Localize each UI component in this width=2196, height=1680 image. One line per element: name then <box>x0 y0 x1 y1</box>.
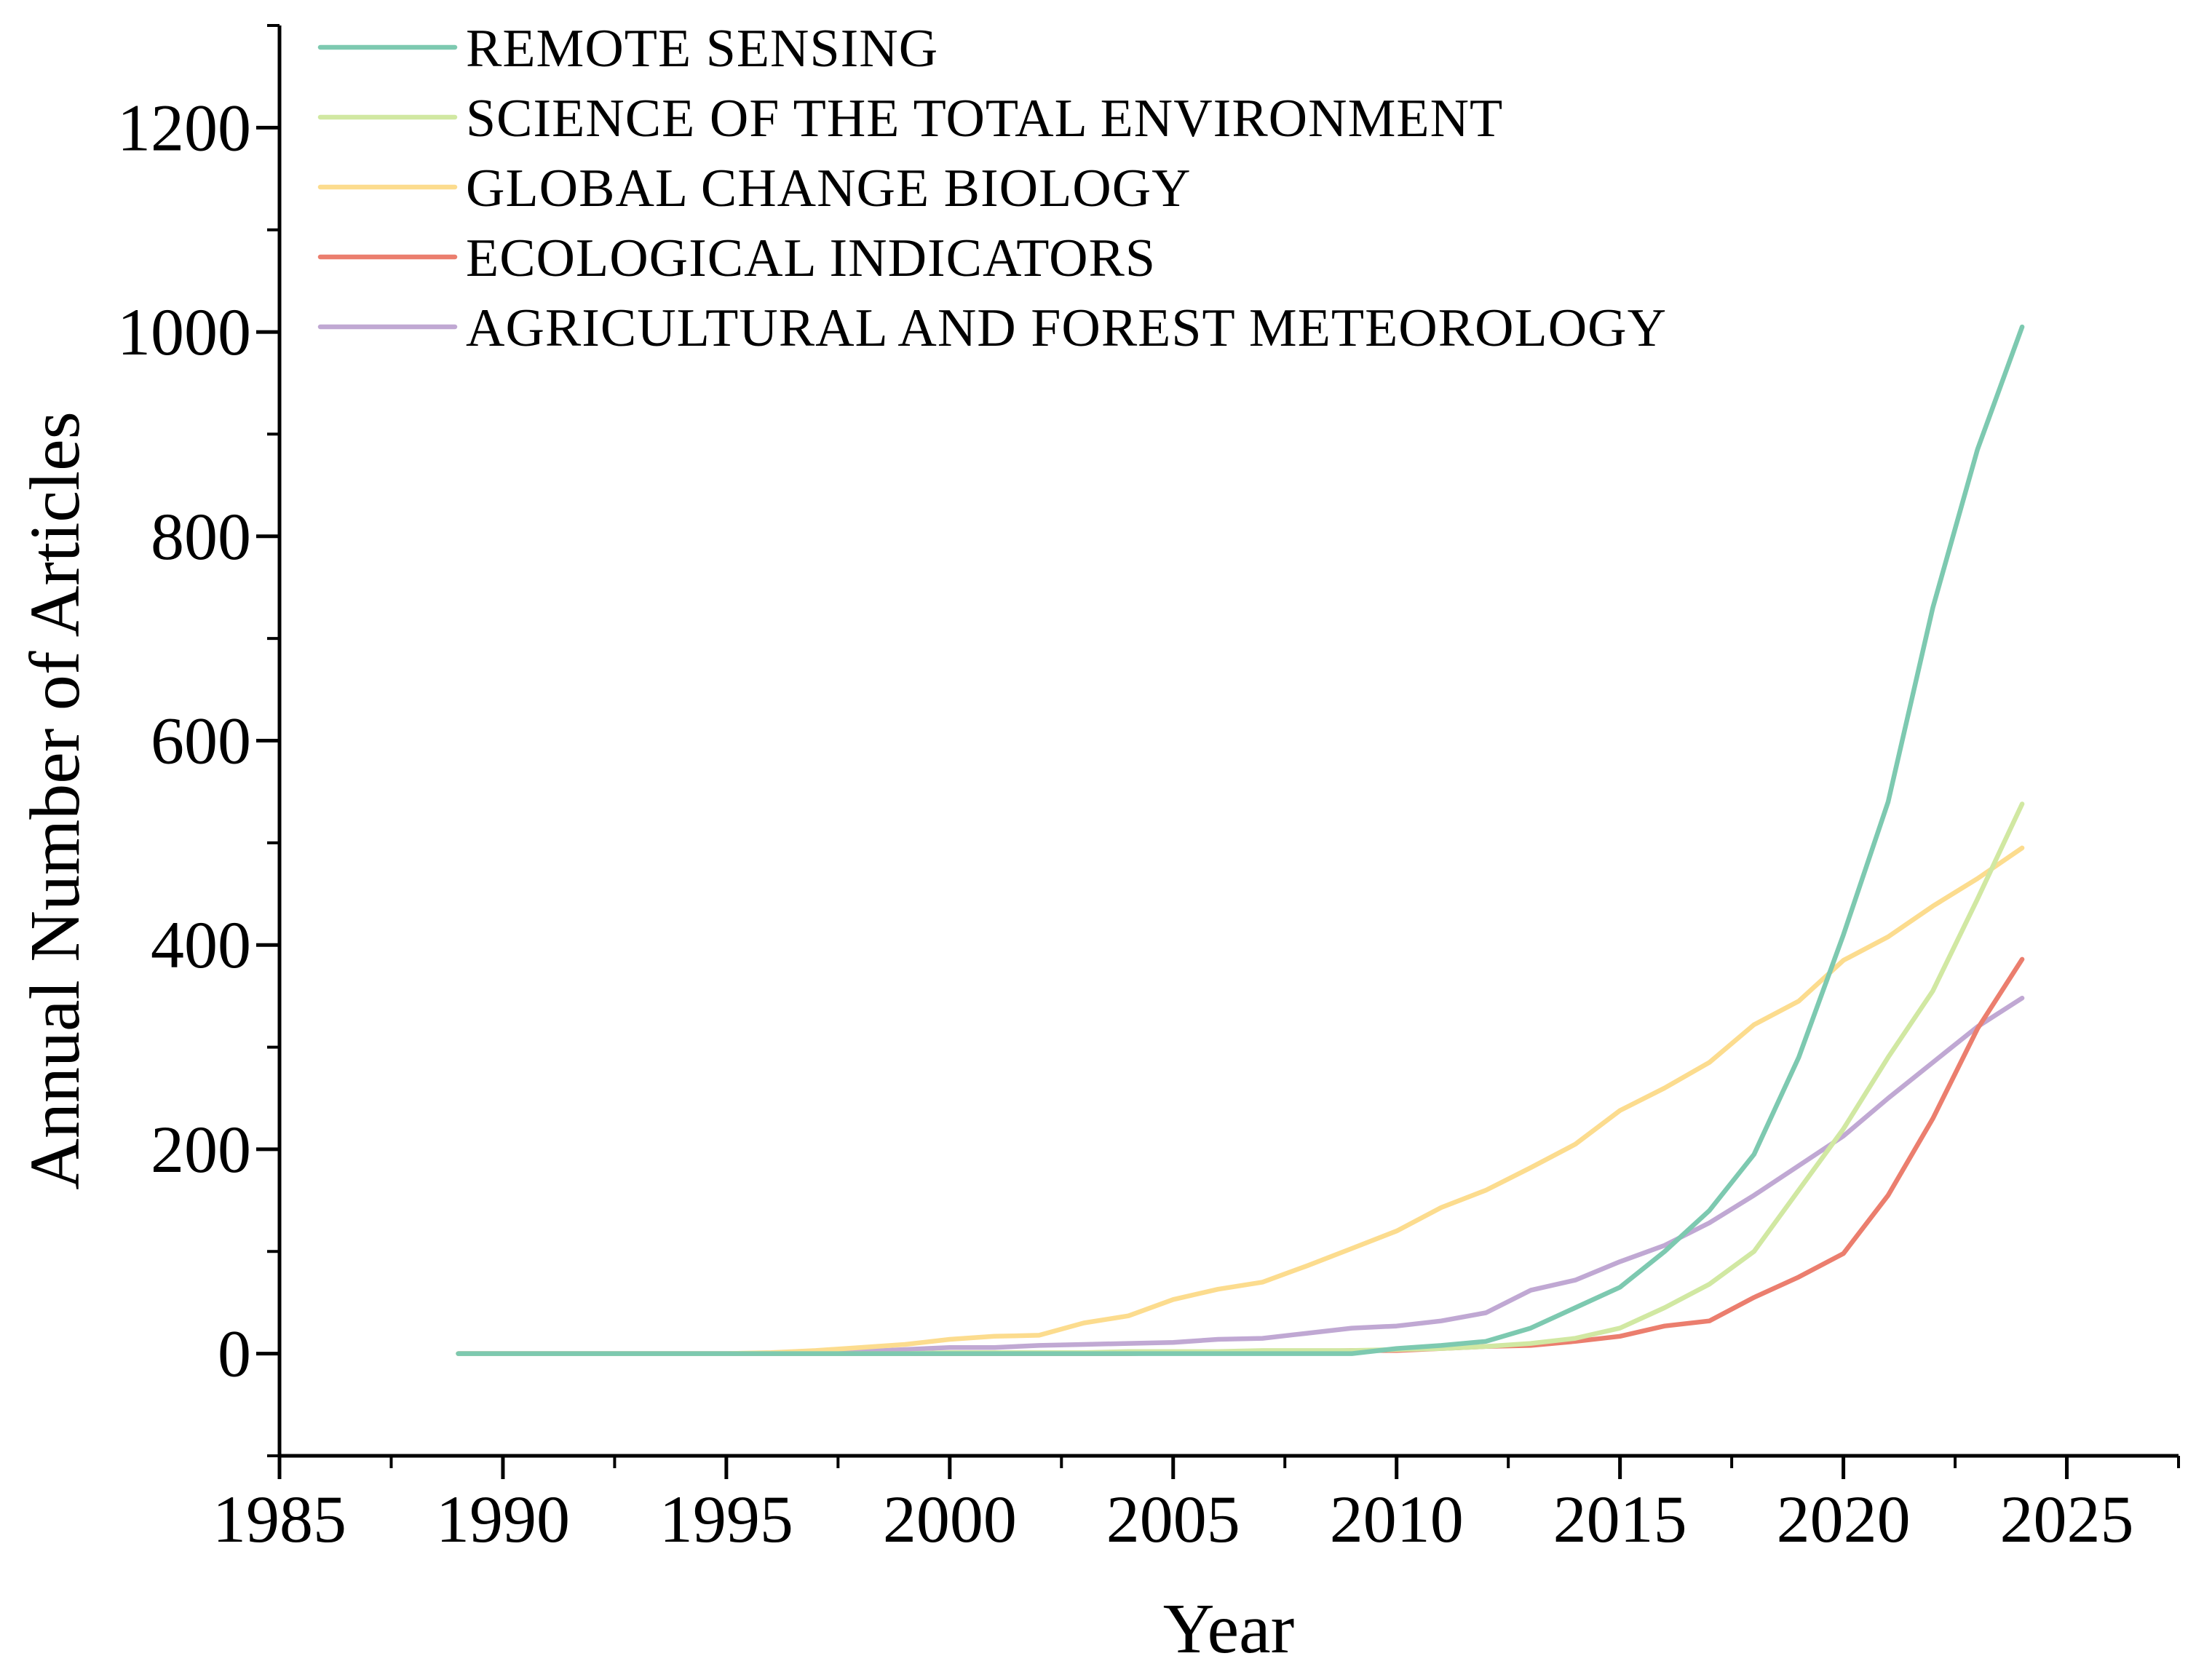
x-tick-label: 2000 <box>883 1482 1017 1556</box>
y-tick-label: 600 <box>151 704 251 778</box>
legend-label-remote-sensing: REMOTE SENSING <box>466 19 938 79</box>
y-tick-label: 1200 <box>117 90 251 165</box>
x-tick-label: 2015 <box>1553 1482 1687 1556</box>
x-tick-label: 2010 <box>1330 1482 1464 1556</box>
y-tick-label: 0 <box>218 1317 251 1391</box>
x-tick-label: 1985 <box>213 1482 346 1556</box>
major-ticks <box>256 125 2069 1479</box>
series-line-ecological-indicators <box>456 956 2025 1356</box>
x-tick-label: 1995 <box>659 1482 793 1556</box>
x-axis-title: Year <box>1163 1590 1295 1668</box>
legend: REMOTE SENSING SCIENCE OF THE TOTAL ENVIR… <box>317 19 1667 358</box>
y-axis-title: Annual Number of Articles <box>16 411 95 1190</box>
legend-label-global-change-biology: GLOBAL CHANGE BIOLOGY <box>466 159 1192 218</box>
series-line-global-change-biology <box>456 845 2025 1356</box>
legend-label-agricultural-and-forest-meteorology: AGRICULTURAL AND FOREST METEOROLOGY <box>466 298 1667 358</box>
tick-labels: 1985 1990 1995 2000 2005 2010 2015 2020 2025 0 200… <box>117 90 2134 1556</box>
x-tick-label: 2005 <box>1106 1482 1240 1556</box>
y-tick-label: 1000 <box>117 295 251 369</box>
legend-label-ecological-indicators: ECOLOGICAL INDICATORS <box>466 229 1156 288</box>
x-tick-label: 2020 <box>1777 1482 1911 1556</box>
series-line-remote-sensing <box>456 324 2025 1356</box>
x-tick-label: 2025 <box>2000 1482 2134 1556</box>
minor-ticks <box>267 24 2180 1468</box>
y-tick-label: 200 <box>151 1112 251 1186</box>
series-layer <box>456 324 2025 1356</box>
series-line-agricultural-and-forest-meteorology <box>456 995 2025 1356</box>
y-tick-label: 400 <box>151 908 251 982</box>
y-tick-label: 800 <box>151 499 251 574</box>
legend-label-science-of-the-total-environment: SCIENCE OF THE TOTAL ENVIRONMENT <box>466 89 1503 148</box>
x-tick-label: 1990 <box>436 1482 570 1556</box>
